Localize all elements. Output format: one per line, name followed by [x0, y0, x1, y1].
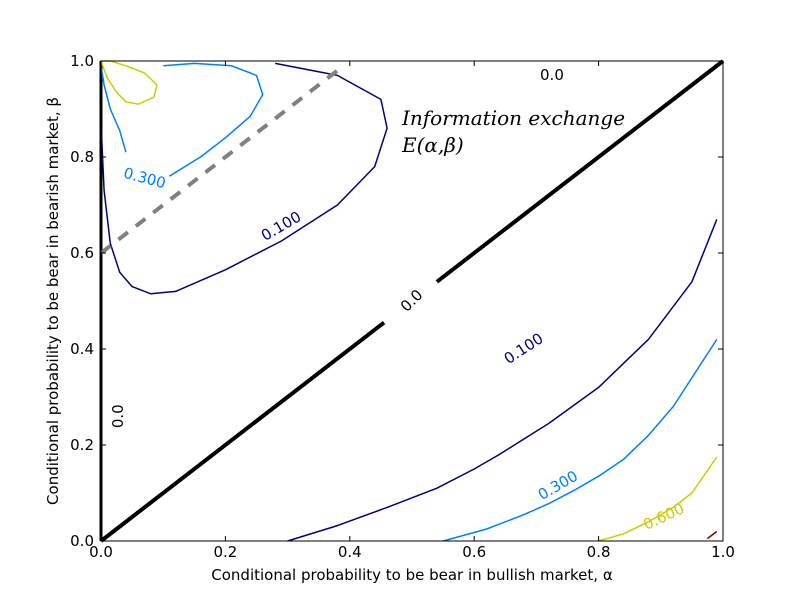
x-tick-label-4: 0.8	[587, 543, 611, 561]
contour-label-7: 0.600	[640, 499, 687, 533]
y-tick-label-2: 0.4	[70, 340, 94, 358]
contour-label-4: 0.300	[122, 164, 168, 193]
x-tick-label-2: 0.4	[338, 543, 362, 561]
chart-svg: 0.00.00.00.1000.3000.1000.3000.600 0.0 0.…	[0, 0, 802, 602]
dashed-boundary	[101, 71, 337, 253]
x-tick-label-3: 0.6	[462, 543, 486, 561]
contour-line-0.300-2	[101, 66, 126, 152]
contour-line-0.600-4	[101, 61, 157, 104]
contour-line-0.100-5	[288, 219, 717, 541]
contour-label-5: 0.100	[501, 329, 547, 367]
x-axis-label: Conditional probability to be bear in bu…	[211, 566, 613, 584]
contour-line-top-8	[707, 531, 716, 538]
annotation-formula: E(α,β)	[401, 133, 464, 157]
contour-label-2: 0.0	[109, 404, 127, 428]
annotation-title: Information exchange	[401, 106, 625, 130]
contour-label-0: 0.0	[540, 66, 564, 84]
contour-line-0.300-3	[163, 63, 263, 176]
y-tick-label-1: 0.2	[70, 436, 94, 454]
y-tick-label-0: 0.0	[70, 532, 94, 550]
diagonal-zero-lower	[101, 323, 384, 541]
y-tick-label-4: 0.8	[70, 148, 94, 166]
contour-label-1: 0.0	[397, 286, 427, 316]
x-tick-label-1: 0.2	[213, 543, 237, 561]
x-tick-label-5: 1.0	[711, 543, 735, 561]
y-axis-label: Conditional probability to be bear in be…	[44, 97, 62, 505]
diagonal-zero-upper	[437, 61, 723, 282]
y-tick-label-3: 0.6	[70, 244, 94, 262]
contour-label-3: 0.100	[258, 208, 304, 245]
y-tick-label-5: 1.0	[70, 52, 94, 70]
